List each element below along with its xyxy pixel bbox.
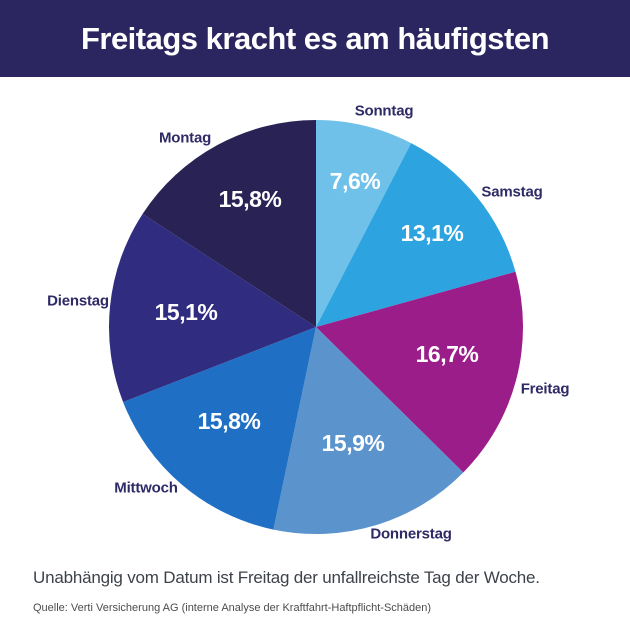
pie-slice-mittwoch xyxy=(123,327,316,530)
value-label-montag: 15,8% xyxy=(219,186,282,212)
header-banner: Freitags kracht es am häufigsten xyxy=(0,0,630,77)
value-label-sonntag: 7,6% xyxy=(330,168,380,194)
pie-slice-donnerstag xyxy=(273,327,464,535)
value-label-samstag: 13,1% xyxy=(401,220,464,246)
value-label-donnerstag: 15,9% xyxy=(322,430,385,456)
page-title: Freitags kracht es am häufigsten xyxy=(80,20,550,56)
source-note: Quelle: Verti Versicherung AG (interne A… xyxy=(33,602,432,614)
category-label-samstag: Samstag xyxy=(481,184,542,201)
pie-slice-dienstag xyxy=(108,213,316,402)
category-label-montag: Montag xyxy=(159,130,211,147)
value-label-mittwoch: 15,8% xyxy=(198,408,261,434)
category-label-sonntag: Sonntag xyxy=(355,103,414,120)
value-label-dienstag: 15,1% xyxy=(155,299,218,325)
category-label-freitag: Freitag xyxy=(521,381,570,398)
category-label-dienstag: Dienstag xyxy=(47,293,109,310)
category-label-donnerstag: Donnerstag xyxy=(370,526,451,543)
chart-caption: Unabhängig vom Datum ist Freitag der unf… xyxy=(33,568,540,587)
value-label-freitag: 16,7% xyxy=(416,341,479,367)
category-label-mittwoch: Mittwoch xyxy=(114,480,177,497)
pie-slice-samstag xyxy=(316,143,516,327)
footer: Unabhängig vom Datum ist Freitag der unf… xyxy=(33,568,613,614)
pie-slice-freitag xyxy=(316,271,524,473)
pie-slice-sonntag xyxy=(316,120,412,327)
pie-slice-montag xyxy=(142,120,316,327)
